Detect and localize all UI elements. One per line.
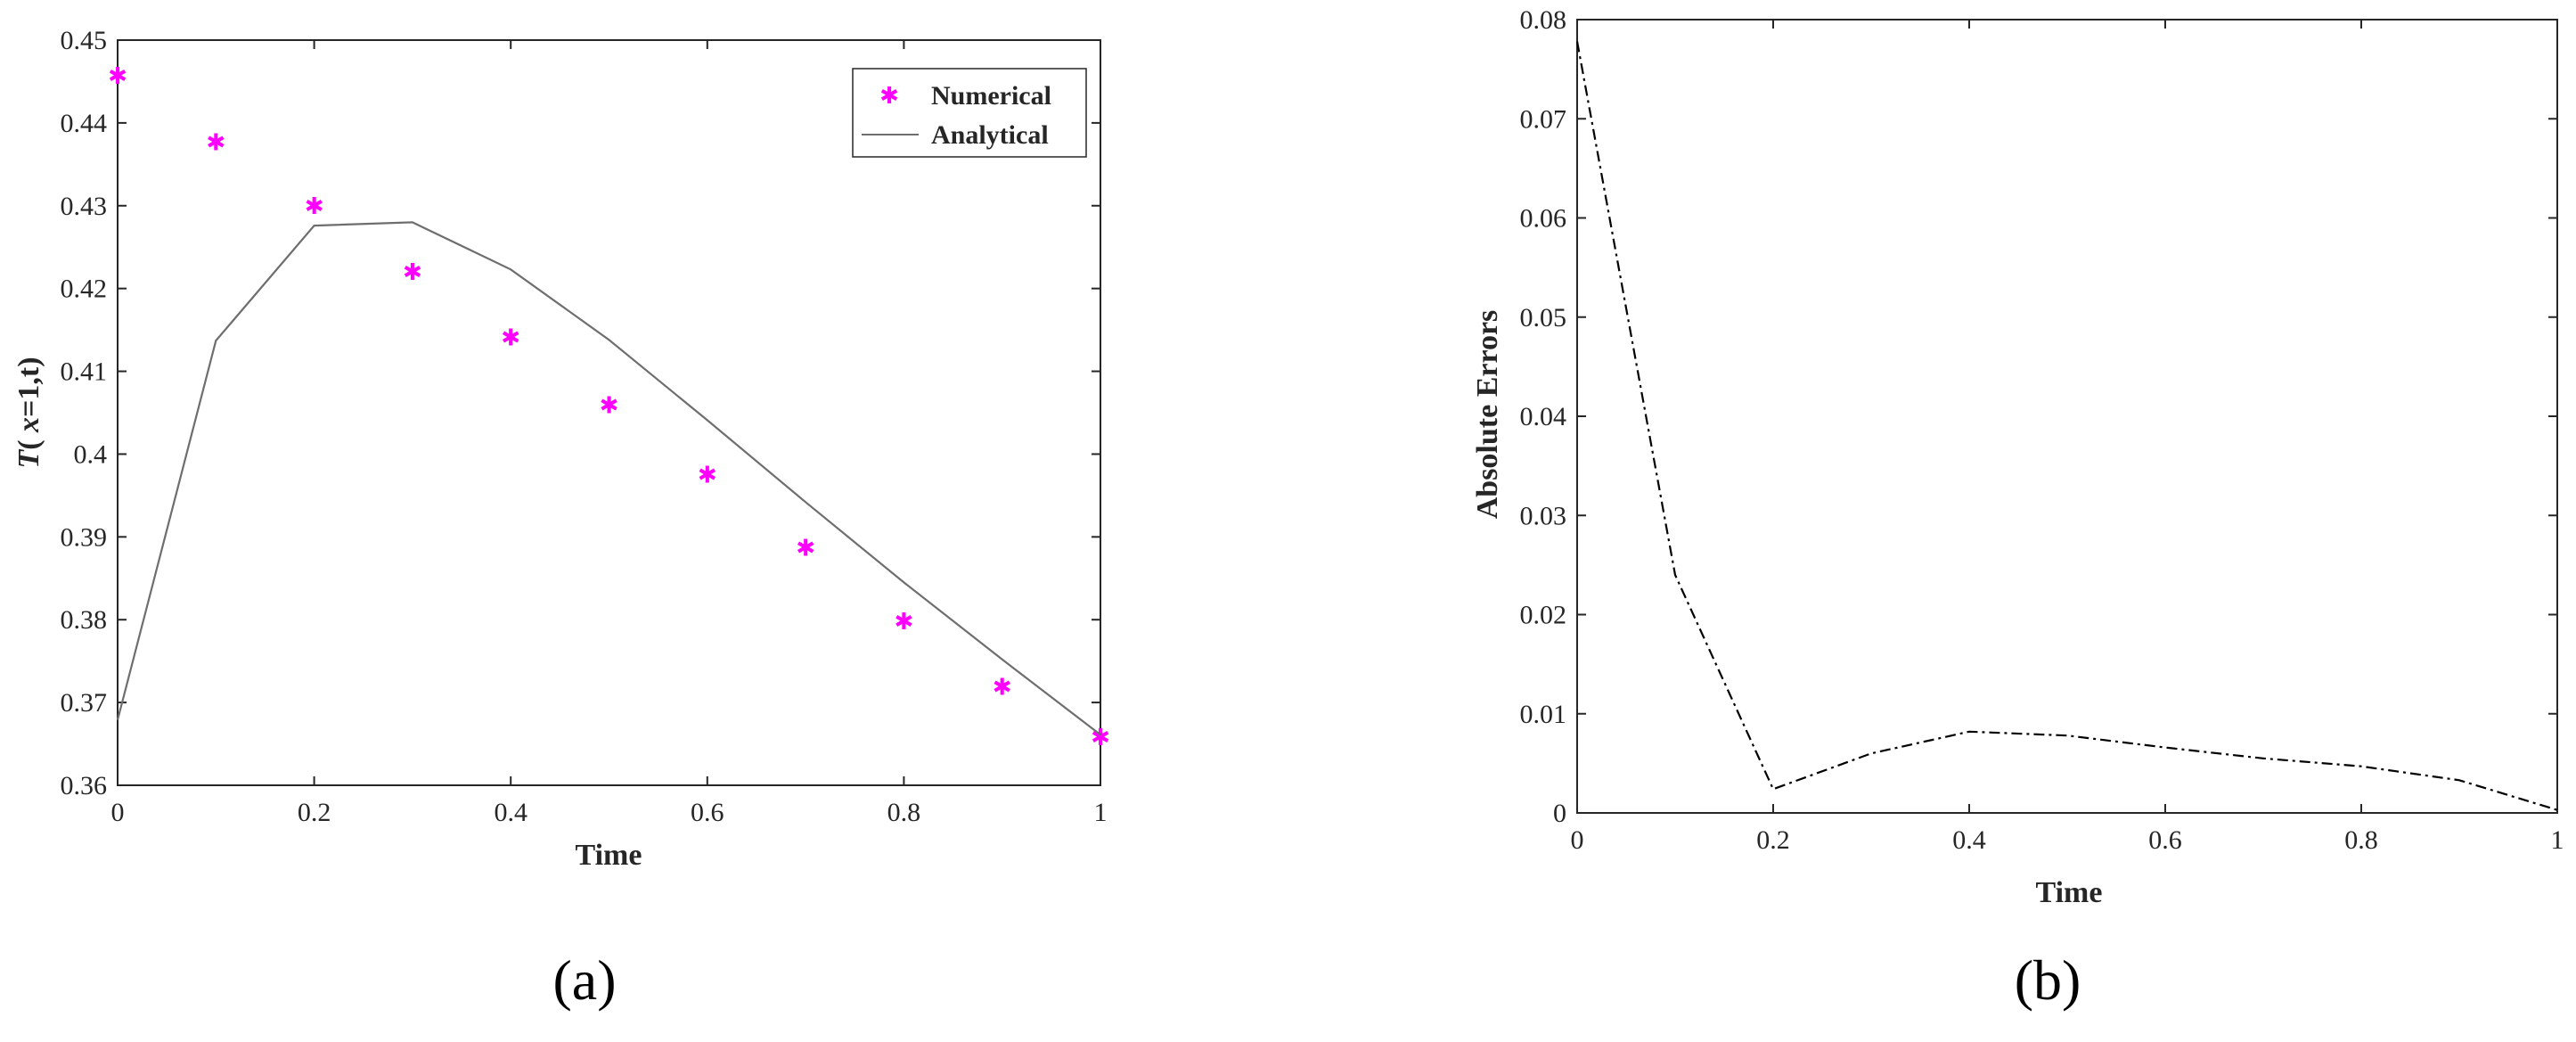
absolute-error-line	[1575, 41, 2558, 811]
x-tick-label: 0	[111, 798, 125, 827]
x-tick-label: 0	[1571, 825, 1584, 855]
panel-b-y-ticks: 0 0.01 0.02 0.03 0.04 0.05 0.06 0.07 0.08	[1520, 5, 2557, 828]
x-tick-label: 0.4	[494, 798, 527, 827]
y-tick-label: 0.44	[61, 109, 108, 138]
x-tick-label: 1	[2551, 825, 2564, 855]
numerical-point: ✱	[600, 393, 619, 420]
panel-a-x-axis-label: Time	[576, 839, 642, 872]
y-tick-label: 0.08	[1520, 5, 1567, 35]
panel-b-x-axis-label: Time	[2036, 876, 2103, 909]
y-tick-label: 0.07	[1520, 104, 1567, 134]
x-tick-label: 0.8	[887, 798, 921, 827]
panel-a-x-ticks: 0 0.2 0.4 0.6 0.8 1	[111, 40, 1108, 827]
legend-box	[852, 68, 1087, 158]
legend-numerical-label: Numerical	[931, 81, 1051, 111]
y-tick-label: 0.39	[61, 522, 108, 552]
panel-a-legend: ✱ Numerical Analytical	[852, 68, 1087, 158]
panel-a-y-ticks: 0.36 0.37 0.38 0.39 0.4 0.41 0.42 0.43 0.44 0.45	[61, 26, 1100, 800]
y-tick-label: 0.43	[61, 192, 108, 221]
panel-b-plot-frame	[1576, 19, 2558, 814]
y-tick-label: 0.01	[1520, 700, 1567, 729]
x-tick-label: 0.6	[691, 798, 724, 827]
y-tick-label: 0.04	[1520, 402, 1567, 431]
x-tick-label: 0.8	[2344, 825, 2378, 855]
numerical-point: ✱	[698, 463, 717, 489]
numerical-point: ✱	[305, 193, 324, 220]
x-tick-label: 0.2	[298, 798, 331, 827]
numerical-point: ✱	[796, 535, 815, 562]
numerical-point: ✱	[403, 259, 422, 286]
y-tick-label: 0.37	[61, 688, 108, 718]
numerical-point: ✱	[501, 324, 520, 351]
x-tick-label: 1	[1094, 798, 1108, 827]
y-tick-label: 0.05	[1520, 303, 1567, 332]
panel-b: 0 0.01 0.02 0.03 0.04 0.05 0.06 0.07 0.08 0 0.2 0.…	[1471, 5, 2564, 1012]
y-tick-label: 0.36	[61, 771, 108, 800]
y-tick-label: 0.41	[61, 357, 108, 387]
panel-b-label: (b)	[2015, 948, 2081, 1012]
legend-analytical-label: Analytical	[931, 120, 1049, 150]
y-tick-label: 0.03	[1520, 501, 1567, 530]
y-tick-label: 0.42	[61, 275, 108, 304]
panel-a-plot-frame	[117, 39, 1101, 786]
y-tick-label: 0.45	[61, 26, 108, 55]
y-tick-label: 0.4	[74, 439, 108, 469]
legend-numerical-marker: ✱	[879, 83, 899, 110]
x-tick-label: 0.2	[1756, 825, 1790, 855]
panel-a: 0.360.370.380.390.40.410.420.430.440.45 …	[12, 26, 1110, 1012]
panel-b-x-ticks: 0 0.2 0.4 0.6 0.8 1	[1571, 20, 2564, 855]
analytical-line	[116, 221, 1101, 736]
y-tick-label: 0.06	[1520, 204, 1567, 234]
y-tick-label: 0.02	[1520, 601, 1567, 630]
panel-a-y-axis-label: T( x=1,t)	[12, 357, 45, 468]
numerical-point: ✱	[206, 129, 225, 156]
numerical-point: ✱	[108, 63, 127, 90]
x-tick-label: 0.4	[1952, 825, 1986, 855]
numerical-point: ✱	[895, 609, 914, 636]
x-tick-label: 0.6	[2148, 825, 2182, 855]
panel-b-y-axis-label: Absolute Errors	[1471, 310, 1504, 520]
panel-b-series	[1575, 41, 2558, 811]
y-tick-label: 0	[1553, 799, 1566, 828]
y-tick-label: 0.38	[61, 605, 108, 635]
numerical-point: ✱	[993, 674, 1012, 701]
panel-a-series: ✱ ✱ ✱ ✱ ✱ ✱ ✱ ✱ ✱ ✱ ✱	[108, 63, 1110, 751]
panel-a-label: (a)	[552, 948, 616, 1012]
